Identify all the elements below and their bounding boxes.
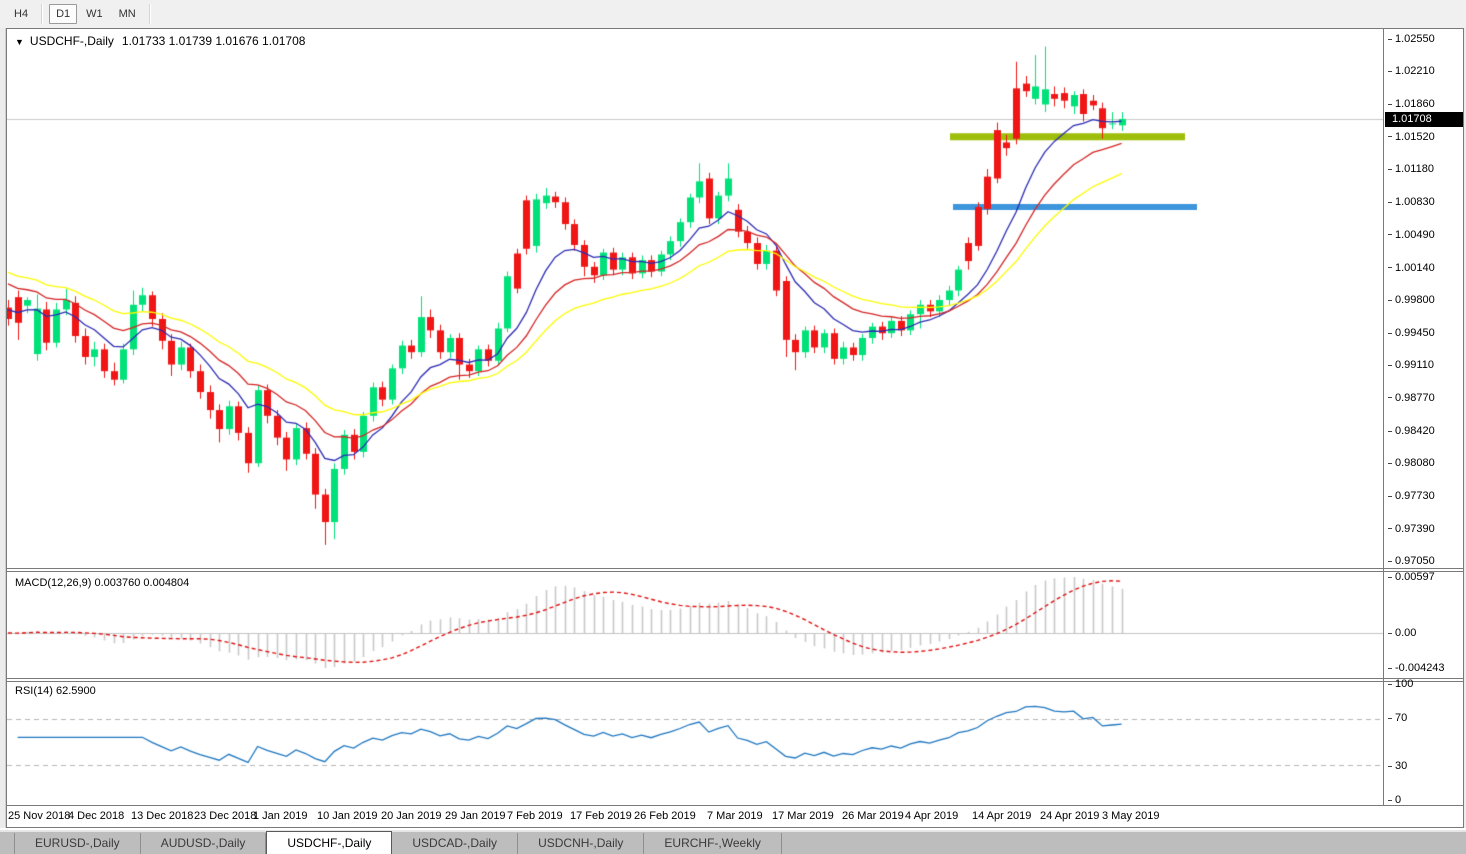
price-axis-label: 0.99450 (1388, 326, 1435, 340)
time-axis-label: 25 Nov 2018 (8, 810, 71, 822)
price-axis-label: 0.98770 (1388, 391, 1435, 405)
current-price-tag: 1.01708 (1385, 111, 1463, 127)
price-axis-label: 1.01520 (1388, 130, 1435, 144)
rsi-axis-label: 0 (1388, 793, 1401, 807)
price-axis-label: 0.97730 (1388, 489, 1435, 503)
time-axis-label: 13 Dec 2018 (131, 810, 194, 822)
time-axis-label: 14 Apr 2019 (972, 810, 1032, 822)
price-axis-label: 1.00830 (1388, 195, 1435, 209)
price-axis-label: 1.02550 (1388, 32, 1435, 46)
macd-indicator-canvas[interactable] (7, 573, 1383, 678)
panel-splitter-macd[interactable] (7, 568, 1463, 572)
time-axis-label: 29 Jan 2019 (445, 810, 506, 822)
rsi-axis-label: 30 (1388, 759, 1407, 773)
macd-axis-label: 0.00597 (1388, 570, 1435, 584)
time-axis-label: 4 Dec 2018 (68, 810, 125, 822)
time-axis-label: 20 Jan 2019 (381, 810, 442, 822)
chart-tab-usdchf[interactable]: USDCHF-,Daily (266, 831, 393, 854)
macd-label: MACD(12,26,9) 0.003760 0.004804 (15, 577, 190, 589)
time-axis-label: 26 Feb 2019 (634, 810, 696, 822)
chart-dropdown-icon[interactable]: ▼ (15, 37, 24, 47)
price-axis-label: 0.97390 (1388, 522, 1435, 536)
symbol-label: USDCHF-,Daily (29, 34, 114, 48)
chart-window: ▼ USDCHF-,Daily 1.01733 1.01739 1.01676 1.… (6, 28, 1464, 828)
chart-tab-bar: EURUSD-,Daily AUDUSD-,Daily USDCHF-,Daily U… (0, 830, 1466, 854)
time-axis-label: 24 Apr 2019 (1040, 810, 1100, 822)
price-axis-divider (1383, 29, 1384, 805)
rsi-label: RSI(14) 62.5900 (15, 685, 96, 697)
timeframe-button-w1[interactable]: W1 (79, 4, 110, 24)
price-axis-label: 0.99800 (1388, 293, 1435, 307)
toolbar-separator (148, 4, 151, 24)
time-axis-label: 10 Jan 2019 (317, 810, 378, 822)
price-axis-label: 1.00490 (1388, 228, 1435, 242)
window-left-edge (0, 28, 6, 828)
time-axis-label: 4 Apr 2019 (905, 810, 959, 822)
rsi-axis-label: 70 (1388, 711, 1407, 725)
timeframe-button-mn[interactable]: MN (112, 4, 143, 24)
ohlc-values: 1.01733 1.01739 1.01676 1.01708 (121, 34, 306, 48)
rsi-axis-label: 100 (1388, 677, 1413, 691)
timeframe-toolbar: H4 D1 W1 MN (0, 0, 1466, 28)
time-axis-label: 3 May 2019 (1102, 810, 1160, 822)
window-right-edge (1464, 28, 1466, 828)
price-axis-label: 1.01180 (1388, 162, 1434, 176)
time-axis-label: 7 Feb 2019 (507, 810, 563, 822)
chart-tab-eurchf[interactable]: EURCHF-,Weekly (644, 833, 782, 854)
price-axis-label: 1.00140 (1388, 261, 1435, 275)
price-axis-label: 0.98080 (1388, 456, 1435, 470)
time-axis-label: 17 Feb 2019 (570, 810, 632, 822)
macd-axis-label: 0.00 (1388, 626, 1416, 640)
chart-tab-audusd[interactable]: AUDUSD-,Daily (141, 833, 267, 854)
price-axis-label: 1.02210 (1388, 64, 1435, 78)
chart-tab-usdcad[interactable]: USDCAD-,Daily (392, 833, 519, 854)
time-axis-label: 23 Dec 2018 (194, 810, 257, 822)
time-axis-label: 17 Mar 2019 (772, 810, 834, 822)
time-axis-label: 1 Jan 2019 (253, 810, 308, 822)
price-axis-label: 0.98420 (1388, 424, 1435, 438)
time-axis-label: 26 Mar 2019 (842, 810, 904, 822)
timeframe-button-h4[interactable]: H4 (7, 4, 35, 24)
macd-axis-label: -0.004243 (1388, 661, 1445, 675)
chart-tab-eurusd[interactable]: EURUSD-,Daily (14, 833, 141, 854)
price-axis-label: 1.01860 (1388, 97, 1435, 111)
time-axis-label: 7 Mar 2019 (707, 810, 763, 822)
time-axis-border (7, 805, 1463, 806)
chart-tab-usdcnh[interactable]: USDCNH-,Daily (518, 833, 645, 854)
price-axis-label: 0.99110 (1388, 358, 1434, 372)
chart-title: ▼ USDCHF-,Daily 1.01733 1.01739 1.01676 1.… (15, 34, 305, 48)
rsi-indicator-canvas[interactable] (7, 681, 1383, 805)
timeframe-button-d1[interactable]: D1 (49, 4, 78, 24)
main-price-chart-canvas[interactable] (7, 29, 1383, 568)
price-axis-label: 0.97050 (1388, 554, 1435, 568)
toolbar-separator (41, 4, 44, 24)
